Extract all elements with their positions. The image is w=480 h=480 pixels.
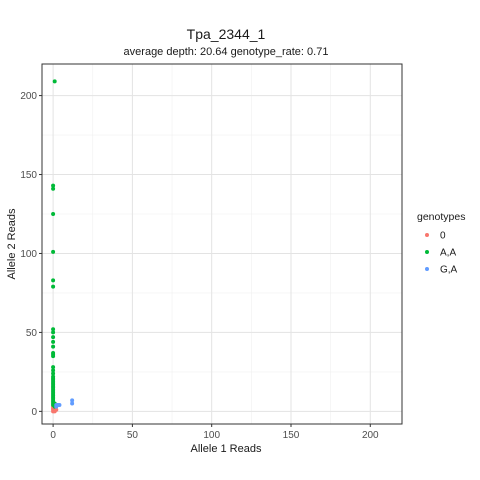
data-points: [51, 79, 75, 414]
data-point: [51, 284, 56, 289]
y-tick-label: 0: [31, 407, 37, 418]
data-point: [51, 183, 56, 188]
y-tick-label: 150: [20, 170, 37, 181]
y-axis-title: Allele 2 Reads: [6, 208, 18, 279]
legend-label: G,A: [440, 265, 458, 276]
data-point: [70, 401, 75, 406]
x-tick-label: 0: [50, 430, 56, 441]
data-point: [51, 278, 56, 283]
axes: 0 50 100 150 200 0 50 100 150 200: [20, 91, 379, 441]
data-point: [51, 368, 56, 373]
data-point: [52, 79, 57, 84]
data-point: [51, 365, 56, 370]
data-point: [54, 404, 59, 409]
legend: genotypes 0 A,A G,A: [417, 211, 465, 276]
y-tick-label: 100: [20, 249, 37, 260]
legend-key: [425, 250, 429, 254]
data-point: [51, 212, 56, 216]
x-axis-title: Allele 1 Reads: [191, 443, 262, 455]
data-point: [51, 186, 56, 191]
data-point: [51, 335, 56, 340]
chart-title: Tpa_2344_1: [187, 26, 266, 42]
data-point: [51, 371, 56, 376]
data-point: [51, 249, 56, 254]
plot-panel-border: [41, 63, 403, 425]
y-tick-label: 50: [26, 328, 38, 339]
x-tick-label: 150: [283, 430, 300, 441]
data-point: [51, 330, 56, 335]
y-tick-label: 200: [20, 91, 37, 102]
data-point: [51, 339, 56, 344]
x-tick-label: 200: [362, 430, 379, 441]
data-point: [57, 403, 62, 408]
legend-label: A,A: [440, 248, 456, 259]
legend-title: genotypes: [417, 211, 465, 223]
data-point: [51, 354, 56, 359]
legend-key: [425, 233, 429, 237]
chart-subtitle: average depth: 20.64 genotype_rate: 0.71: [124, 46, 329, 58]
data-point: [54, 407, 59, 412]
data-point: [51, 327, 56, 332]
legend-key: [425, 267, 429, 271]
x-tick-label: 100: [203, 430, 220, 441]
legend-label: 0: [440, 231, 446, 242]
data-point: [70, 398, 75, 403]
grid-lines: [42, 64, 402, 424]
x-tick-label: 50: [127, 430, 139, 441]
data-point: [51, 344, 56, 349]
